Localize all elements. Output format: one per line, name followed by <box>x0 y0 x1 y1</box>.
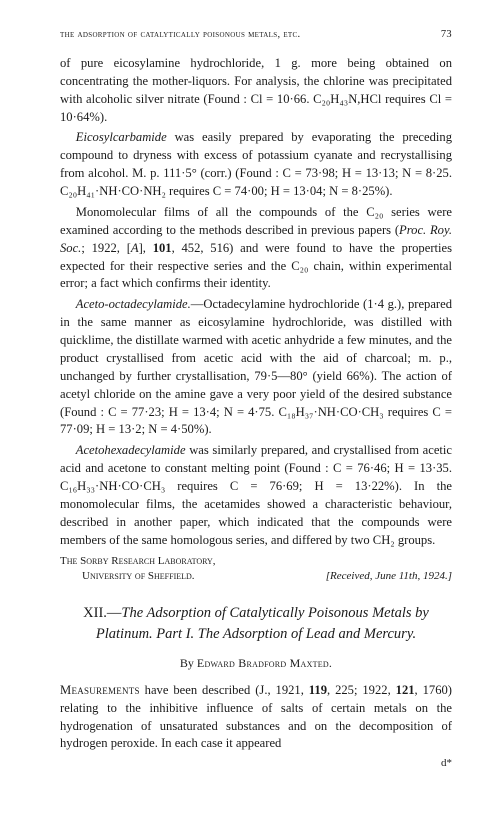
vol-101: 101 <box>153 241 172 255</box>
meas-b: , 225; 1922, <box>327 683 396 697</box>
running-head: the adsorption of catalytically poisonou… <box>60 28 452 43</box>
mono-c: ], <box>139 241 153 255</box>
paragraph-eicosylamine: of pure eicosylamine hydrochloride, 1 g.… <box>60 55 452 127</box>
paragraph-acetohexadecylamide: Acetohexadecylamide was similarly prepar… <box>60 442 452 549</box>
affiliation-line1: The Sorby Research Laboratory, <box>60 554 216 570</box>
paragraph-aceto-octadecylamide: Aceto-octadecylamide.—Octadecylamine hyd… <box>60 296 452 439</box>
byline-by: By <box>180 656 197 670</box>
measurements-lead: Measurements <box>60 683 140 697</box>
acetohexadecylamide-text: was similarly prepared, and crystallised… <box>60 443 452 546</box>
mono-b: ; 1922, [ <box>81 241 131 255</box>
vol-121: 121 <box>396 683 415 697</box>
acetohexadecylamide-label: Acetohexadecylamide <box>76 443 186 457</box>
article-title: XII.—The Adsorption of Catalytically Poi… <box>76 603 436 645</box>
aceto-octadecylamide-label: Aceto-octadecylamide. <box>76 297 191 311</box>
paragraph-eicosylcarbamide: Eicosylcarbamide was easily prepared by … <box>60 129 452 201</box>
author-name: Edward Bradford Maxted. <box>197 656 332 670</box>
article-roman-numeral: XII.— <box>83 605 121 621</box>
signature-mark: d* <box>60 756 452 772</box>
aceto-octadecylamide-text: —Octadecylamine hydrochloride (1·4 g.), … <box>60 297 452 436</box>
page-number: 73 <box>441 28 452 43</box>
byline: By Edward Bradford Maxted. <box>60 655 452 672</box>
page: the adsorption of catalytically poisonou… <box>0 0 500 825</box>
article-title-text: The Adsorption of Catalytically Poisonou… <box>96 605 429 642</box>
affiliation-line2: University of Sheffield. <box>60 569 195 585</box>
vol-119: 119 <box>309 683 327 697</box>
affiliation-block: The Sorby Research Laboratory, Universit… <box>60 554 452 585</box>
paragraph-measurements: Measurements have been described (J., 19… <box>60 682 452 754</box>
paragraph-monomolecular: Monomolecular films of all the compounds… <box>60 204 452 293</box>
eicosylcarbamide-label: Eicosylcarbamide <box>76 130 167 144</box>
meas-a: have been described (J., 1921, <box>140 683 309 697</box>
running-head-title: the adsorption of catalytically poisonou… <box>60 28 300 43</box>
mono-a: Monomolecular films of all the compounds… <box>60 205 452 237</box>
received-date: [Received, June 11th, 1924.] <box>326 569 452 585</box>
series-a: A <box>131 241 139 255</box>
